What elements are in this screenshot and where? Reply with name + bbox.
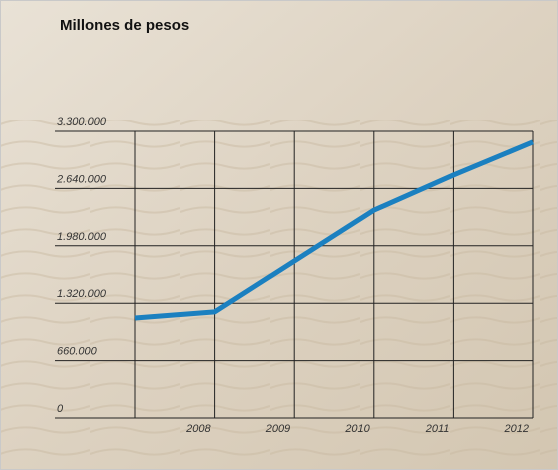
x-tick-label: 2009: [265, 423, 290, 435]
y-tick-label: 2.640.000: [56, 173, 107, 185]
texture: [0, 120, 558, 470]
x-tick-label: 2011: [425, 423, 450, 435]
line: [134, 139, 534, 321]
y-tick-label: 1.320.000: [57, 288, 107, 300]
y-tick-label: 3.300.000: [57, 116, 107, 128]
y-tick-label: 0: [57, 403, 64, 415]
y-tick-label: 1.980.000: [57, 231, 107, 243]
chart-title: Millones de pesos: [60, 17, 189, 34]
x-tick-label: 2010: [344, 423, 370, 435]
x-tick-label: 2012: [504, 423, 529, 435]
y-tick-label: 660.000: [57, 346, 98, 358]
x-tick-label: 2008: [185, 423, 211, 435]
